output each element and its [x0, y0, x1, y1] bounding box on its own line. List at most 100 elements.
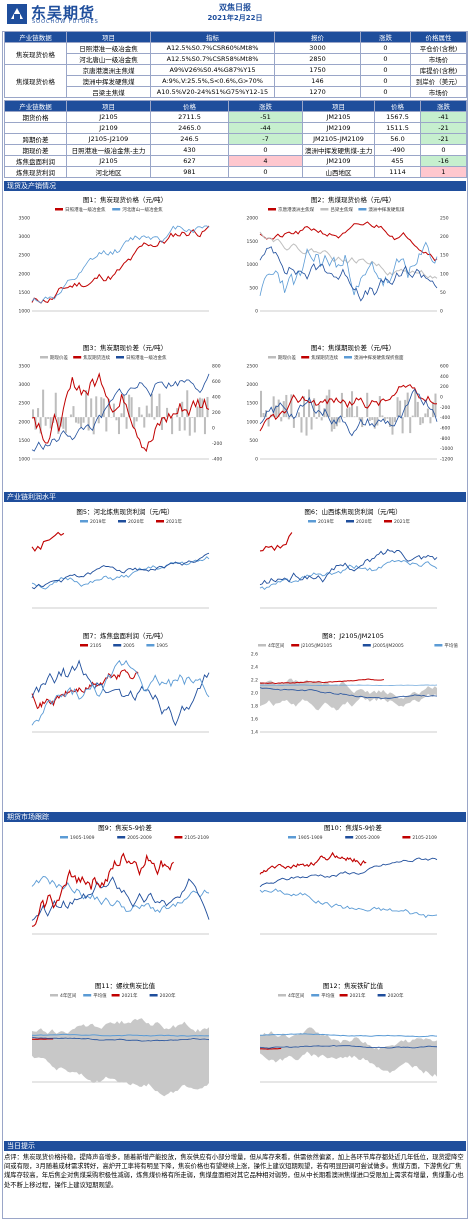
- header-cell: 价格属性: [410, 31, 467, 43]
- cell: 1511.5: [374, 122, 421, 134]
- y-tick-label: 1000: [19, 309, 31, 315]
- series-line: [259, 384, 438, 432]
- y-tick-label: 0: [255, 457, 258, 463]
- cell: -51: [228, 111, 303, 123]
- y2-tick-label: 200: [212, 410, 221, 416]
- cell: J2105-J2109: [66, 132, 151, 145]
- spread-bar: [378, 396, 381, 418]
- cell: -41: [420, 111, 467, 123]
- legend-label: 期现价差: [278, 354, 296, 361]
- cell: 0: [360, 53, 411, 65]
- chart-legend: 2019年 2020年 2021年: [80, 518, 182, 525]
- series-line: [31, 876, 210, 921]
- range-band: [260, 1027, 437, 1077]
- legend-label: 2105: [90, 643, 102, 649]
- cell: 1114: [374, 165, 421, 178]
- spread-bar: [292, 417, 295, 428]
- y-tick-label: 2.2: [251, 678, 258, 684]
- cell: 期货价格: [4, 111, 67, 123]
- cell: 0: [228, 165, 303, 178]
- spread-bar: [320, 417, 323, 421]
- spread-bar: [351, 391, 354, 418]
- legend-swatch: [291, 644, 300, 647]
- series-line: [259, 1045, 438, 1049]
- spread-bar: [62, 417, 65, 429]
- legend-swatch: [40, 356, 48, 359]
- spread-bar: [171, 417, 174, 435]
- series-line: [31, 852, 174, 927]
- legend-swatch: [339, 994, 348, 997]
- legend-label: 2021年: [122, 992, 138, 999]
- spread-bar: [373, 417, 376, 429]
- y2-tick-label: 600: [212, 379, 221, 385]
- spread-bar: [386, 417, 389, 419]
- c3-chart: 期现价差 焦炭期货连续 日照港准一级冶金焦100015002000250030003…: [19, 354, 223, 463]
- cell: JM2105: [302, 111, 375, 123]
- legend-swatch: [434, 644, 443, 647]
- spread-bar: [44, 417, 47, 426]
- spread-bar: [297, 412, 300, 418]
- spread-bar: [39, 417, 42, 434]
- chart-title: 图6：山西炼焦现货利润（元/吨）: [304, 508, 402, 516]
- spread-bar: [203, 417, 206, 435]
- cell: 4: [228, 154, 303, 167]
- futures-table-header: 产业链数据 项目 价格 涨跌 项目 价格 涨跌: [4, 100, 467, 112]
- cell: 2711.5: [150, 111, 229, 123]
- legend-swatch: [301, 356, 310, 359]
- cell: 平仓价(含税): [410, 42, 467, 54]
- y-tick-label: 1.6: [251, 717, 258, 723]
- y2-tick-label: 200: [440, 234, 449, 240]
- header-cell: 涨跌: [228, 100, 303, 112]
- y-tick-label: 2.6: [251, 652, 258, 658]
- spread-bar: [401, 417, 404, 434]
- series-line: [259, 687, 438, 699]
- spread-bar: [166, 407, 169, 418]
- spread-bar: [188, 417, 191, 436]
- legend-label: 澳洲中挥发硬焦煤折盘面: [354, 354, 404, 361]
- legend-swatch: [174, 836, 183, 839]
- legend-swatch: [258, 644, 266, 647]
- legend-label: 吕梁主焦煤: [330, 206, 353, 213]
- spot-table-header: 产业链数据 项目 指标 报价 涨跌 价格属性: [4, 31, 467, 43]
- header-cell: 产业链数据: [4, 31, 67, 43]
- spread-bar: [409, 417, 412, 434]
- legend-label: 京唐港澳洲主焦煤: [278, 206, 314, 213]
- logo-subtext: SOOCHOW FUTURES: [32, 19, 99, 25]
- legend-label: 2005-2009: [127, 835, 152, 841]
- cell: 炼焦盘面利润: [4, 154, 67, 167]
- cell: 市场价: [410, 86, 467, 98]
- legend-swatch: [268, 356, 276, 359]
- legend-swatch: [402, 836, 411, 839]
- spread-bar: [125, 417, 128, 429]
- y-tick-label: 2000: [247, 382, 259, 388]
- spread-bar: [90, 398, 93, 418]
- y2-tick-label: 400: [440, 374, 449, 380]
- chart-title: 图3：焦炭期现价差（元/吨）: [82, 344, 168, 352]
- series-line: [259, 246, 438, 302]
- table-row: 焦炭现货价格 日照港准一级冶金焦 A12.5%S0.7%CSR60%Mt8% 3…: [4, 42, 467, 65]
- y2-tick-label: -1200: [440, 457, 453, 463]
- cell: -21: [420, 132, 467, 145]
- spread-bar: [140, 414, 143, 418]
- spread-bar: [371, 417, 374, 421]
- legend-label: 2019年: [90, 518, 106, 525]
- cell: J2105: [66, 154, 151, 167]
- spread-bar: [308, 389, 311, 418]
- chart-legend: 日照港准一级冶金焦 河北唐山一级冶金焦: [55, 206, 163, 213]
- spread-bar: [315, 417, 318, 419]
- spread-bar: [305, 417, 308, 436]
- y-tick-label: 1500: [247, 401, 259, 407]
- cell: 2465.0: [150, 122, 229, 134]
- spread-bar: [72, 406, 75, 418]
- chart-legend: 期现价差 焦炭期货连续 日照港准一级冶金焦: [40, 354, 167, 361]
- chart-title: 图12：焦炭铁矿比值: [322, 982, 384, 990]
- spread-bar: [366, 392, 369, 418]
- spread-bar: [178, 417, 181, 431]
- legend-swatch: [146, 644, 155, 647]
- row-group-label: 焦煤现货价格: [4, 64, 67, 98]
- chart-title: 图10：焦煤5-9价差: [324, 824, 382, 832]
- spread-bar: [424, 413, 427, 418]
- cell: 日照港准一级冶金焦-主力: [66, 143, 151, 156]
- y-tick-label: 1000: [19, 457, 31, 463]
- legend-label: 2021年: [394, 518, 410, 525]
